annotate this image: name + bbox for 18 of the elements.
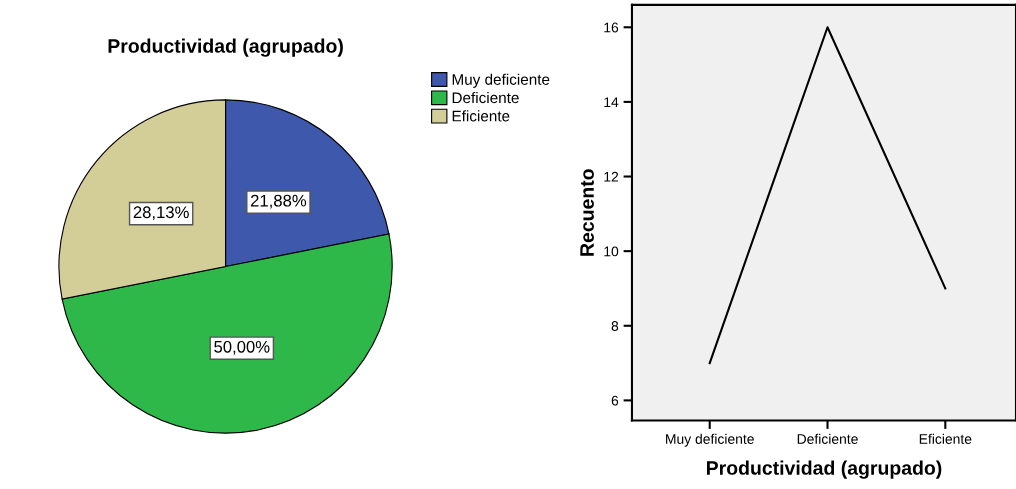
chart-title: Productividad (agrupado) <box>108 38 343 57</box>
y-tick-label: 14 <box>604 97 619 107</box>
legend-label: Deficiente <box>452 91 519 104</box>
data-label: 50,00% <box>214 340 270 355</box>
x-tick-label: Eficiente <box>919 433 972 444</box>
data-label: 28,13% <box>133 206 189 221</box>
y-tick-label: 8 <box>611 321 619 331</box>
legend-label: Eficiente <box>452 110 510 122</box>
y-tick-label: 6 <box>611 395 619 406</box>
data-label: 21,88% <box>250 194 307 209</box>
y-axis-title: Recuento <box>580 169 594 256</box>
x-axis-title: Productividad (agrupado) <box>706 460 942 479</box>
x-tick-label: Muy deficiente <box>666 433 754 447</box>
legend-label: Muy deficiente <box>452 73 550 88</box>
y-tick-label: 12 <box>604 171 619 182</box>
y-tick-label: 10 <box>604 246 619 257</box>
y-tick-label: 16 <box>604 22 619 33</box>
x-tick-label: Deficiente <box>797 433 858 444</box>
